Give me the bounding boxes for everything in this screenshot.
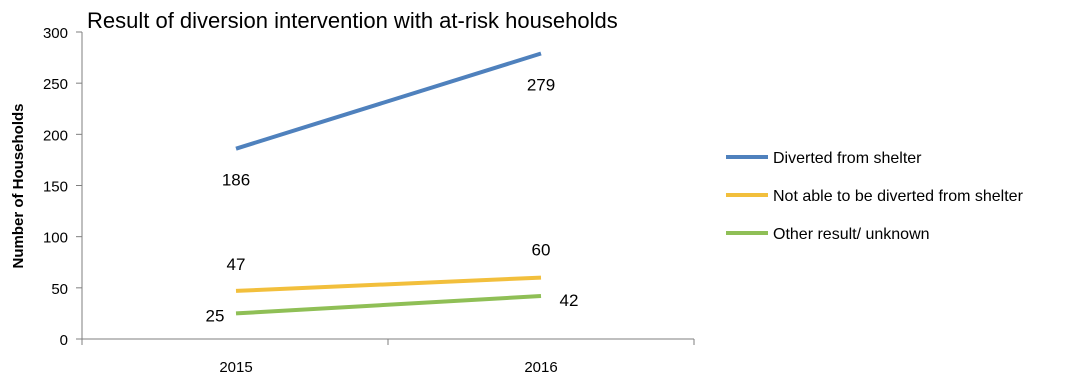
chart-title: Result of diversion intervention with at…: [87, 8, 618, 33]
x-tick-label: 2015: [219, 359, 252, 376]
y-tick-label: 200: [43, 127, 68, 144]
data-label: 25: [206, 306, 225, 325]
data-label: 47: [227, 255, 246, 274]
series-line: [235, 275, 542, 293]
y-tick-label: 0: [60, 332, 68, 349]
series-line: [235, 294, 542, 316]
data-label: 186: [222, 171, 250, 190]
legend-item: Other result/ unknown: [726, 226, 930, 243]
legend-label: Other result/ unknown: [773, 226, 930, 243]
y-tick-label: 50: [51, 281, 68, 298]
y-tick-label: 150: [43, 179, 68, 196]
axes: [81, 32, 694, 340]
y-tick-label: 100: [43, 230, 68, 247]
series-line: [235, 51, 542, 151]
legend: Diverted from shelter Not able to be dive…: [726, 150, 1024, 243]
data-label: 279: [527, 75, 555, 94]
y-ticks: 0 50 100 150 200 250 300: [43, 25, 82, 349]
y-tick-label: 250: [43, 76, 68, 93]
legend-item: Diverted from shelter: [726, 150, 922, 167]
x-ticks: 2015 2016: [81, 339, 695, 376]
y-axis-label: Number of Households: [10, 103, 27, 268]
legend-label: Not able to be diverted from shelter: [773, 188, 1024, 205]
legend-label: Diverted from shelter: [773, 150, 922, 167]
legend-item: Not able to be diverted from shelter: [726, 188, 1024, 205]
data-label: 60: [532, 241, 551, 260]
series-lines: [235, 51, 542, 316]
data-label: 42: [560, 291, 579, 310]
data-labels: 186 279 47 60 25 42: [206, 75, 579, 325]
x-tick-label: 2016: [524, 359, 557, 376]
y-tick-label: 300: [43, 25, 68, 42]
